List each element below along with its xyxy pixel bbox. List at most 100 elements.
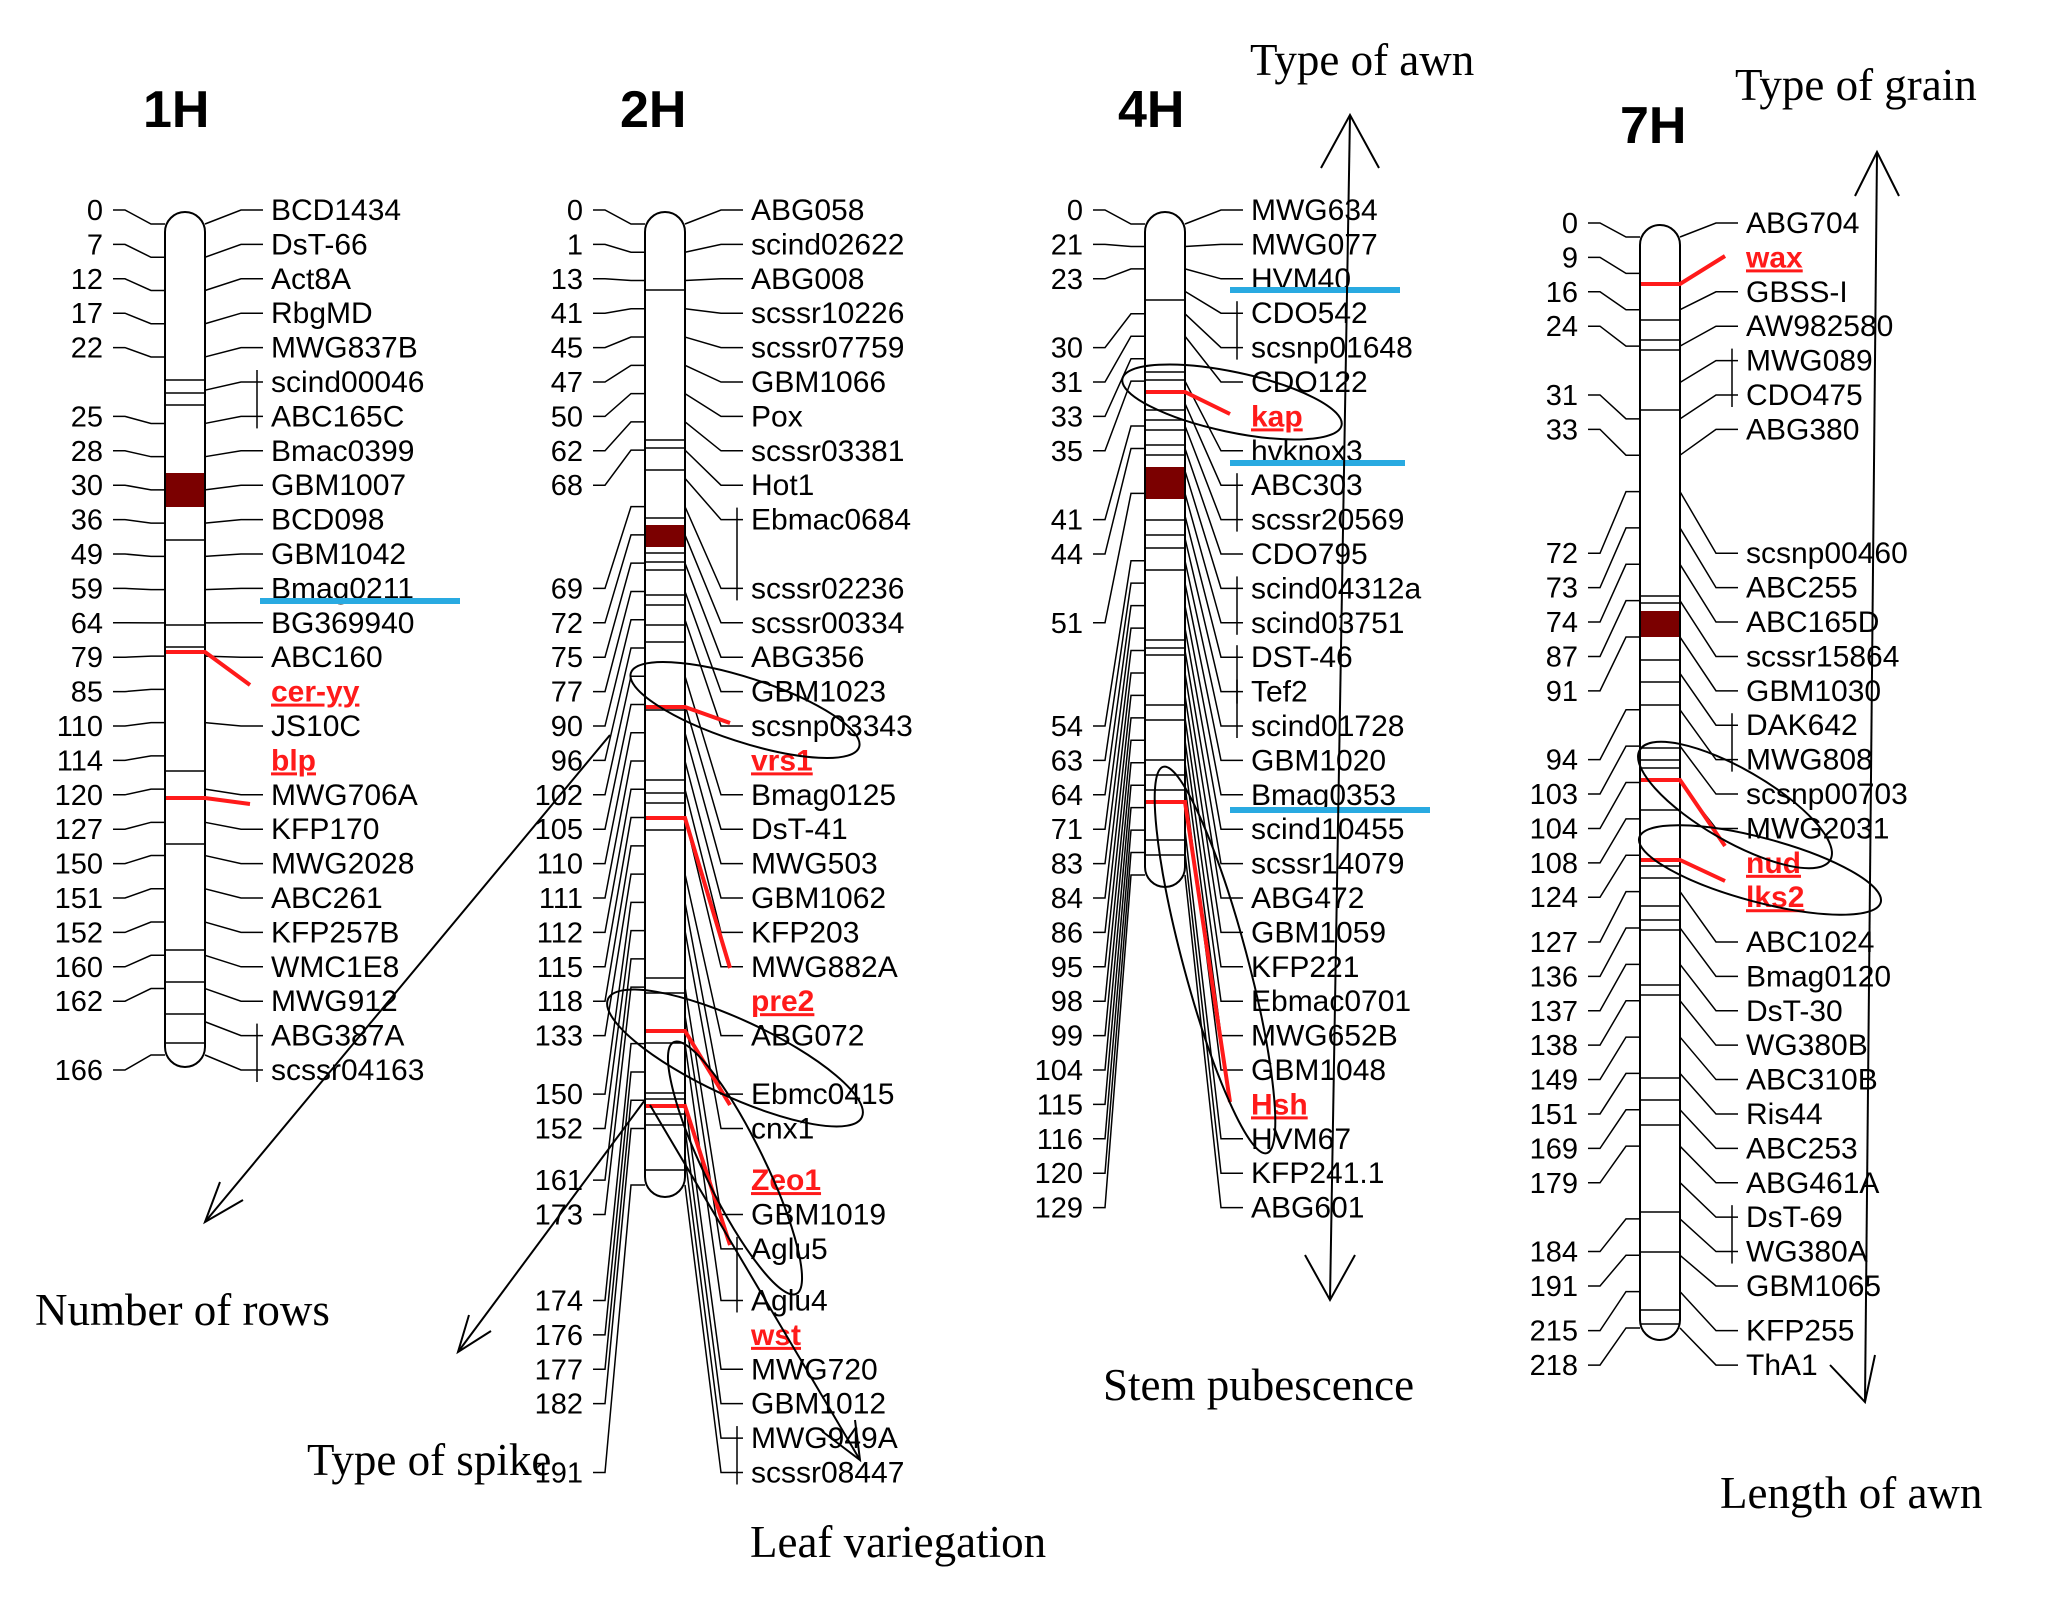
- marker-label: ABG461A: [1746, 1167, 1879, 1200]
- position-leader: [1093, 582, 1145, 762]
- position-label: 169: [1530, 1133, 1578, 1165]
- position-label: 24: [1546, 311, 1578, 343]
- marker-leader: [1184, 268, 1243, 280]
- marker-label: MWG706A: [271, 779, 418, 812]
- position-label: 150: [535, 1079, 583, 1111]
- position-label: 133: [535, 1021, 583, 1053]
- marker-label: CDO475: [1746, 379, 1863, 412]
- marker-label: DsT-69: [1746, 1201, 1843, 1234]
- position-leader: [1093, 717, 1145, 968]
- position-leader: [593, 449, 645, 486]
- marker-leader: [1679, 359, 1738, 384]
- marker-label: GBM1066: [751, 366, 886, 399]
- marker-label: GBM1012: [751, 1388, 886, 1421]
- position-leader: [1588, 1290, 1640, 1332]
- marker-label: BCD098: [271, 504, 384, 537]
- position-leader: [113, 553, 165, 558]
- marker-label: KFP255: [1746, 1315, 1854, 1348]
- marker-leader: [204, 954, 263, 968]
- position-label: 41: [1051, 505, 1083, 537]
- position-leader: [1588, 854, 1640, 898]
- position-label: 1: [567, 229, 583, 261]
- position-leader: [113, 518, 165, 524]
- position-leader: [593, 505, 645, 590]
- position-label: 33: [1051, 401, 1083, 433]
- marker-leader: [1184, 313, 1243, 349]
- position-label: 162: [55, 986, 103, 1018]
- trait-length-of-awn: Length of awn: [1720, 1468, 1982, 1518]
- position-label: 179: [1530, 1168, 1578, 1200]
- marker-label: Ebmc0415: [751, 1078, 894, 1111]
- marker-leader: [204, 987, 263, 1002]
- marker-label: HVM67: [1251, 1123, 1351, 1156]
- position-leader: [593, 1127, 645, 1405]
- position-label: 21: [1051, 229, 1083, 261]
- marker-label: MWG720: [751, 1353, 878, 1386]
- marker-leader: [1184, 403, 1243, 486]
- marker-label: Bmag0353: [1251, 779, 1396, 812]
- position-leader: [113, 587, 165, 591]
- marker-label: ABG704: [1746, 207, 1859, 240]
- marker-label: MWG2031: [1746, 812, 1889, 845]
- marker-leader: [1184, 538, 1243, 693]
- marker-leader: [1184, 560, 1243, 727]
- leaf-variegation-arrow: [649, 1104, 862, 1463]
- marker-leader: [1184, 874, 1243, 1209]
- position-label: 62: [551, 436, 583, 468]
- gene-label: kap: [1251, 400, 1303, 433]
- position-label: 75: [551, 642, 583, 674]
- marker-label: DsT-41: [751, 813, 848, 846]
- marker-label: scssr10226: [751, 297, 904, 330]
- position-leader: [1588, 1218, 1640, 1253]
- position-label: 137: [1530, 996, 1578, 1028]
- trait-type-of-spike: Type of spike: [307, 1435, 551, 1485]
- position-leader: [593, 364, 645, 383]
- position-leader: [1588, 394, 1640, 420]
- position-leader: [1093, 806, 1145, 1106]
- position-leader: [1093, 874, 1145, 1209]
- marker-label: GBSS-I: [1746, 276, 1848, 309]
- marker-leader: [1679, 1181, 1738, 1218]
- gene-connectors-1H: [166, 650, 252, 806]
- marker-label: ABC255: [1746, 572, 1858, 605]
- marker-leader: [204, 278, 263, 292]
- marker-leader: [1184, 627, 1243, 830]
- marker-leader: [684, 1156, 743, 1439]
- position-label: 104: [1530, 813, 1578, 845]
- marker-leader: [204, 381, 263, 391]
- chromosome-title-2H: 2H: [620, 81, 686, 139]
- position-label: 84: [1051, 883, 1083, 915]
- position-label: 13: [551, 264, 583, 296]
- marker-leader: [684, 704, 743, 830]
- position-leader: [1588, 291, 1640, 311]
- marker-label: scssr02236: [751, 572, 904, 605]
- position-leader: [1093, 357, 1145, 418]
- marker-label: WG380A: [1746, 1236, 1868, 1269]
- marker-leader: [1679, 1036, 1738, 1081]
- position-label: 9: [1562, 242, 1578, 274]
- trait-number-of-rows: Number of rows: [35, 1285, 330, 1335]
- chromosome-title-1H: 1H: [143, 81, 209, 139]
- chromosome-1H-body: [164, 211, 206, 1068]
- marker-leader: [1679, 672, 1738, 726]
- marker-label: DsT-30: [1746, 995, 1843, 1028]
- marker-leader: [684, 278, 743, 282]
- position-label: 150: [55, 849, 103, 881]
- position-label: 71: [1051, 814, 1083, 846]
- position-label: 127: [1530, 927, 1578, 959]
- chromosome-2H: 0 ABG058 1 scind02622 13 ABG008 41 scssr10226 45…: [535, 194, 913, 1489]
- position-leader: [1093, 335, 1145, 383]
- position-label: 63: [1051, 745, 1083, 777]
- position-label: 64: [71, 608, 103, 640]
- region-wst: [666, 1040, 804, 1296]
- position-leader: [1588, 709, 1640, 761]
- position-label: 17: [71, 298, 103, 330]
- marker-label: GBM1059: [1251, 916, 1386, 949]
- position-label: 22: [71, 333, 103, 365]
- marker-leader: [204, 243, 263, 258]
- marker-label: scind04312a: [1251, 572, 1421, 605]
- position-label: 115: [537, 952, 583, 984]
- marker-leader: [1679, 636, 1738, 692]
